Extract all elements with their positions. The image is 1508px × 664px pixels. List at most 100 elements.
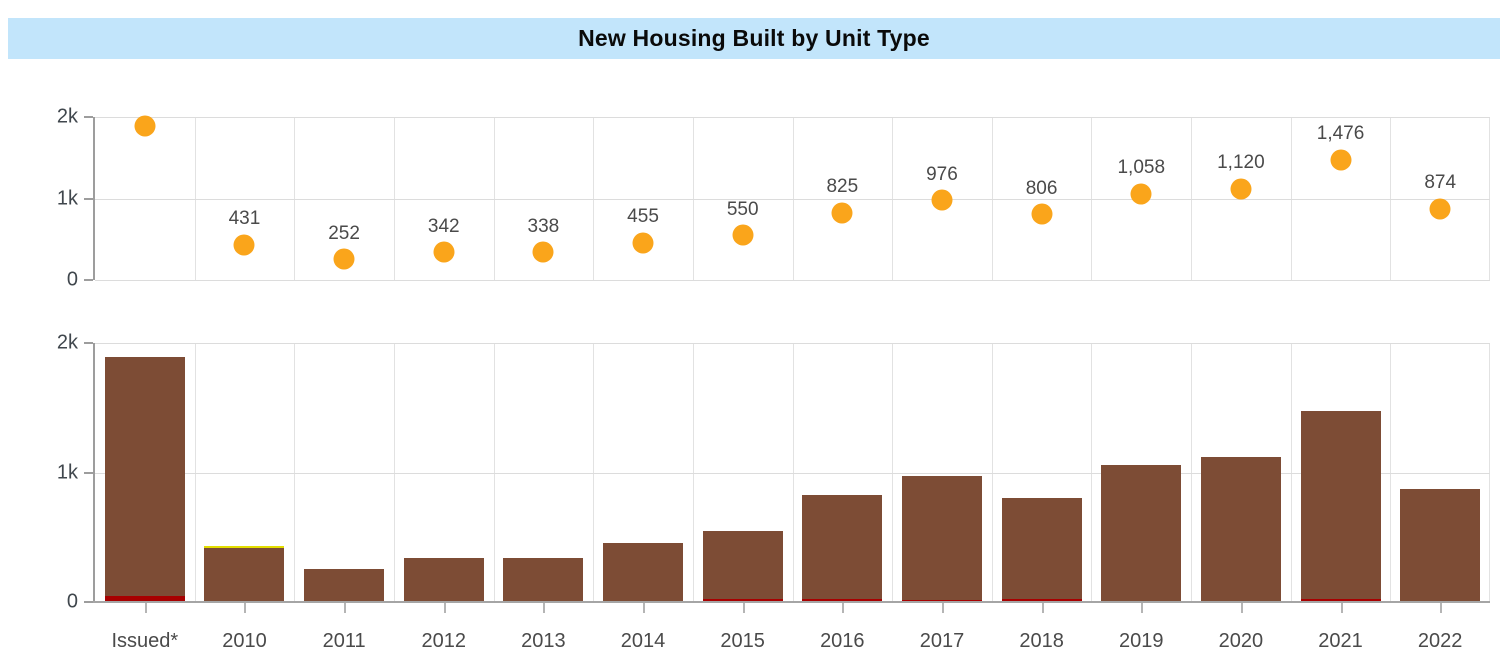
vertical-gridline [1390, 117, 1391, 280]
bar-segment-brown-segment[interactable] [304, 569, 384, 602]
data-label: 1,058 [1117, 157, 1166, 179]
bar-segment-brown-segment[interactable] [1101, 465, 1181, 601]
x-axis-label: 2018 [1019, 630, 1064, 652]
vertical-gridline [693, 343, 694, 602]
plot-right-border [1489, 343, 1490, 602]
x-axis-tick [743, 603, 745, 613]
data-label: 874 [1424, 172, 1457, 194]
y-axis-label: 1k [56, 461, 78, 484]
x-axis-tick [1241, 603, 1243, 613]
scatter-point[interactable] [1330, 149, 1352, 171]
bar-segment-brown-segment[interactable] [703, 530, 783, 600]
x-axis-label: 2012 [421, 630, 467, 652]
scatter-point[interactable] [1429, 198, 1451, 220]
x-axis-label: 2011 [322, 630, 366, 652]
vertical-gridline [693, 117, 694, 280]
bar-segment-brown-segment[interactable] [902, 475, 982, 601]
bar-segment-brown-segment[interactable] [1400, 488, 1480, 601]
vertical-gridline [593, 343, 594, 602]
vertical-gridline [394, 343, 395, 602]
vertical-gridline [892, 117, 893, 280]
y-axis-line [93, 117, 95, 280]
bar-segment-brown-segment[interactable] [1201, 456, 1281, 601]
bar-segment-brown-segment[interactable] [404, 557, 484, 602]
x-axis-tick [942, 603, 944, 613]
x-axis-line [93, 601, 1490, 603]
data-label: 976 [926, 163, 958, 185]
x-axis-label: 2021 [1318, 630, 1363, 652]
bar-segment-red-segment[interactable] [1301, 598, 1381, 602]
bar-segment-brown-segment[interactable] [503, 558, 583, 602]
x-axis-label: 2014 [620, 630, 666, 652]
x-axis-tick [1341, 603, 1343, 613]
y-axis-tick [84, 472, 93, 474]
scatter-point[interactable] [1031, 203, 1053, 225]
horizontal-gridline [95, 343, 1490, 344]
scatter-point[interactable] [831, 202, 853, 224]
vertical-gridline [394, 117, 395, 280]
vertical-gridline [892, 343, 893, 602]
scatter-point[interactable] [632, 232, 654, 254]
vertical-gridline [793, 343, 794, 602]
scatter-point[interactable] [931, 189, 953, 211]
bar-segment-red-segment[interactable] [703, 599, 783, 602]
x-axis-label: 2010 [222, 630, 267, 652]
scatter-point[interactable] [532, 241, 554, 263]
bar-segment-brown-segment[interactable] [105, 357, 185, 596]
y-axis-label: 0 [66, 590, 78, 613]
y-axis-tick [84, 279, 93, 281]
bar-segment-brown-segment[interactable] [802, 495, 882, 600]
data-label: 550 [726, 198, 759, 220]
scatter-point[interactable] [433, 241, 455, 263]
scatter-chart-panel: 431 252 342 338 455 550 825 976 806 1,058 1,120 1,4… [95, 115, 1490, 281]
scatter-point[interactable] [732, 224, 754, 246]
x-axis-label: 2015 [720, 630, 765, 652]
bar-segment-red-segment[interactable] [802, 599, 882, 602]
y-axis-label: 2k [56, 331, 78, 354]
bar-segment-yellow-segment[interactable] [204, 546, 284, 549]
plot-right-border [1489, 117, 1490, 280]
horizontal-gridline [95, 199, 1490, 200]
data-label: 806 [1025, 177, 1058, 199]
vertical-gridline [1390, 343, 1391, 602]
x-axis-tick [842, 603, 844, 613]
y-axis-label: 2k [56, 105, 78, 128]
vertical-gridline [1291, 343, 1292, 602]
scatter-point[interactable] [1230, 178, 1252, 200]
vertical-gridline [294, 117, 295, 280]
x-axis-label: 2020 [1218, 630, 1264, 652]
vertical-gridline [992, 343, 993, 602]
y-axis-label: 0 [66, 268, 78, 291]
data-label: 1,120 [1217, 152, 1265, 174]
y-axis-tick [84, 198, 93, 200]
scatter-point[interactable] [233, 234, 255, 256]
data-label: 338 [527, 215, 560, 237]
horizontal-gridline [95, 280, 1490, 281]
x-axis-tick [643, 603, 645, 613]
chart-title: New Housing Built by Unit Type [578, 25, 930, 51]
y-axis-label: 1k [56, 187, 78, 210]
scatter-point[interactable] [333, 248, 355, 270]
bar-segment-red-segment[interactable] [105, 595, 185, 602]
bar-segment-brown-segment[interactable] [1301, 410, 1381, 599]
bar-segment-brown-segment[interactable] [603, 543, 683, 602]
x-axis-tick [1440, 603, 1442, 613]
data-label: 342 [427, 215, 460, 237]
y-axis-line [93, 343, 95, 602]
x-axis-tick [344, 603, 346, 613]
scatter-point[interactable] [134, 115, 156, 137]
x-axis-label: Issued* [111, 630, 179, 652]
scatter-point[interactable] [1130, 183, 1152, 205]
x-axis-tick [244, 603, 246, 613]
bar-segment-brown-segment[interactable] [204, 548, 284, 601]
bar-segment-brown-segment[interactable] [1002, 497, 1082, 600]
y-axis-tick [84, 601, 93, 603]
x-axis-label: 2013 [521, 630, 566, 652]
data-label: 431 [228, 208, 261, 230]
x-axis-label: 2016 [820, 630, 865, 652]
bar-segment-red-segment[interactable] [1002, 599, 1082, 602]
vertical-gridline [1291, 117, 1292, 280]
vertical-gridline [195, 117, 196, 280]
horizontal-gridline [95, 473, 1490, 474]
